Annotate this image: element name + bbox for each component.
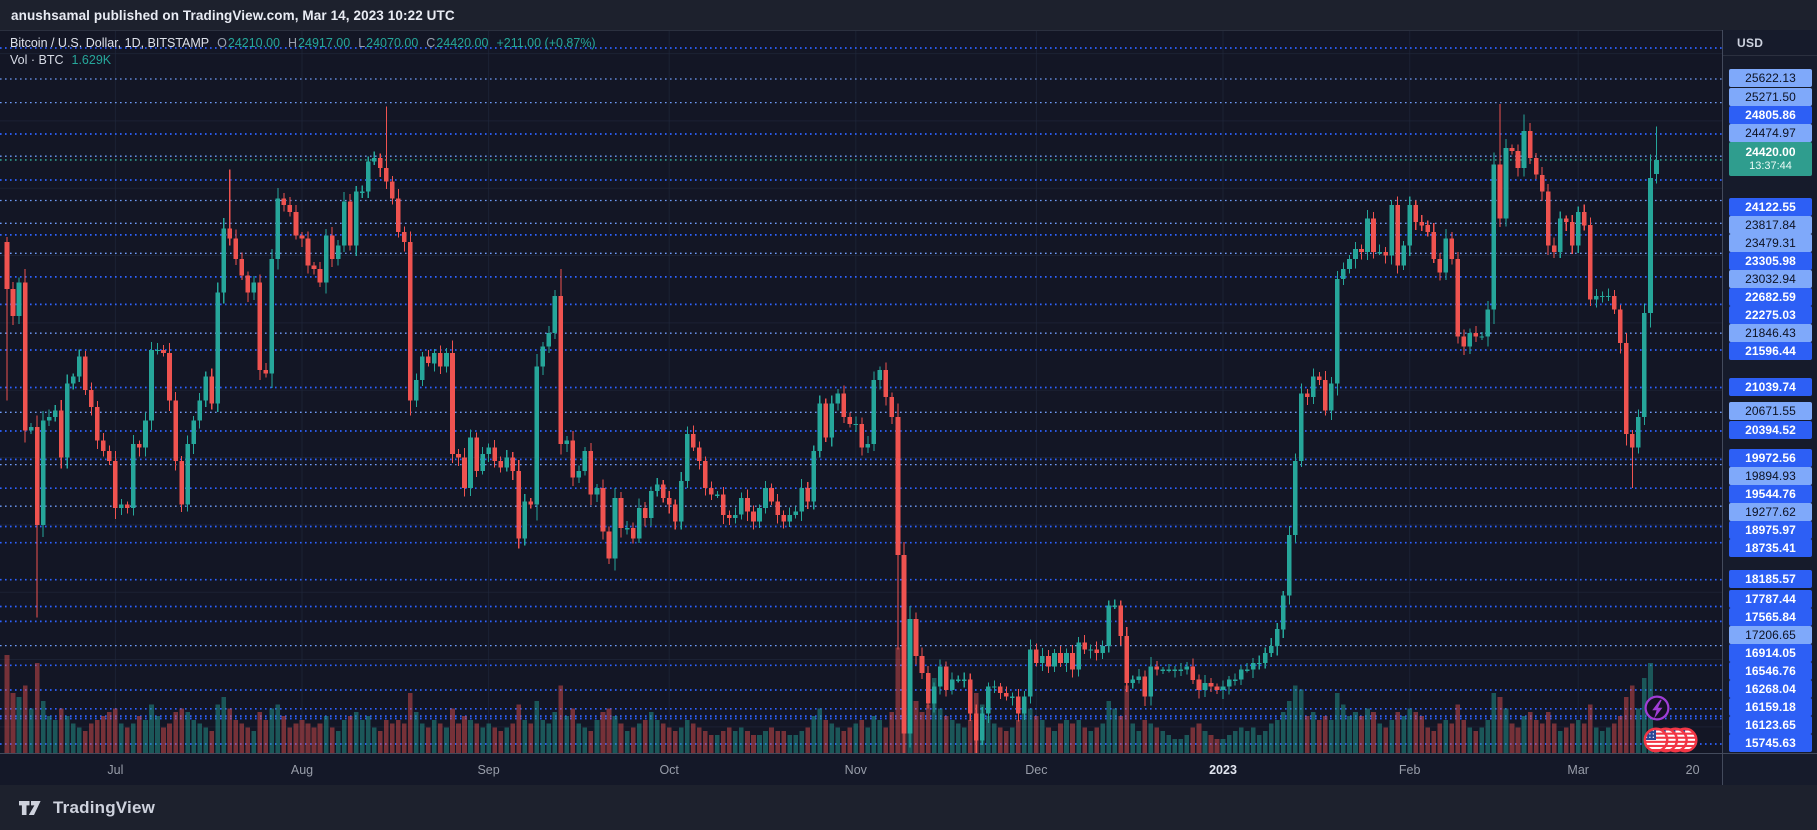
time-axis-tick: Oct <box>659 763 679 777</box>
volume-label: Vol · BTC <box>10 53 64 67</box>
legend-symbol-row: Bitcoin / U.S. Dollar, 1D, BITSTAMP O 24… <box>10 36 596 53</box>
price-axis-label: 21596.44 <box>1729 342 1812 361</box>
price-axis-label: 24805.86 <box>1729 105 1812 124</box>
price-axis-label: 18185.57 <box>1729 569 1812 588</box>
price-axis-label: 20671.55 <box>1729 402 1812 421</box>
price-axis-label: 22682.59 <box>1729 288 1812 307</box>
price-axis-label: 25622.13 <box>1729 69 1812 87</box>
volume-bars <box>4 594 1659 754</box>
price-axis-label: 19277.62 <box>1729 503 1812 522</box>
price-axis-label: 15745.63 <box>1729 734 1812 752</box>
price-axis-label: 16546.76 <box>1729 662 1812 680</box>
price-axis-label: 18975.97 <box>1729 521 1812 540</box>
price-axis-label: 23817.84 <box>1729 216 1812 235</box>
time-axis-tick: Dec <box>1025 763 1048 777</box>
time-axis-tick: Aug <box>290 763 314 777</box>
price-axis-label: 16914.05 <box>1729 644 1812 662</box>
ohlc-close-value: 24420.00 <box>436 36 489 50</box>
price-axis-label: 22275.03 <box>1729 306 1812 325</box>
time-axis-tick: 20 <box>1685 763 1700 777</box>
time-axis-tick: Mar <box>1567 763 1589 777</box>
change-value: +211.00 (+0.87%) <box>496 36 596 50</box>
legend-volume-row: Vol · BTC 1.629K <box>10 53 596 70</box>
us-flag-stack-icon[interactable] <box>1643 727 1698 753</box>
price-axis-label: 16159.18 <box>1729 698 1812 716</box>
ohlc-low-label: L <box>358 36 366 50</box>
publish-header-bar: anushsamal published on TradingView.com,… <box>0 0 1817 30</box>
price-axis-label: 17206.65 <box>1729 626 1812 644</box>
price-alert-lines <box>0 47 1722 745</box>
chart-pane[interactable]: Bitcoin / U.S. Dollar, 1D, BITSTAMP O 24… <box>0 30 1722 754</box>
currency-label: USD <box>1737 35 1764 50</box>
symbol-title[interactable]: Bitcoin / U.S. Dollar, 1D, BITSTAMP <box>10 36 210 50</box>
price-axis-label: 24122.55 <box>1729 198 1812 217</box>
ohlc-high-label: H <box>288 36 298 50</box>
price-axis-label: 23032.94 <box>1729 270 1812 289</box>
candlesticks <box>4 104 1659 753</box>
time-axis-tick: Nov <box>844 763 867 777</box>
volume-value: 1.629K <box>71 53 112 67</box>
publish-header-text: anushsamal published on TradingView.com,… <box>11 7 455 23</box>
time-axis-tick: Feb <box>1398 763 1421 777</box>
price-axis-label: 16123.65 <box>1729 716 1812 734</box>
bar-close-countdown: 13:37:44 <box>1749 159 1792 172</box>
current-price-value: 24420.00 <box>1745 144 1796 159</box>
price-axis-currency-box[interactable]: USD <box>1723 30 1817 56</box>
price-axis-label: 23305.98 <box>1729 252 1812 271</box>
price-axis-label: 17787.44 <box>1729 590 1812 608</box>
price-axis-labels: 25622.13 25271.50 24805.86 24474.97 24122.55… <box>1723 30 1817 753</box>
price-axis-label: 19544.76 <box>1729 485 1812 504</box>
grid-lines <box>0 31 1722 754</box>
flash-lightning-icon[interactable] <box>1644 695 1670 721</box>
footer-bar: TradingView <box>0 785 1817 830</box>
price-axis-label: 25271.50 <box>1729 87 1812 106</box>
ohlc-open-value: 24210.00 <box>227 36 281 50</box>
ohlc-high-value: 24917.00 <box>298 36 351 50</box>
price-axis-label: 20394.52 <box>1729 421 1812 439</box>
price-axis-label: 21846.43 <box>1729 324 1812 343</box>
price-axis-label: 16268.04 <box>1729 680 1812 698</box>
tradingview-brand-text[interactable]: TradingView <box>53 797 156 817</box>
price-axis-label: 23479.31 <box>1729 234 1812 253</box>
ohlc-open-label: O <box>217 36 227 50</box>
ohlc-low-value: 24070.00 <box>366 36 419 50</box>
axis-corner <box>1722 753 1817 786</box>
price-axis-label: 19972.56 <box>1729 449 1812 468</box>
time-axis-tick: Jul <box>107 763 124 777</box>
time-axis[interactable]: Jul Aug Sep Oct Nov Dec 2023 Feb Mar 20 <box>0 753 1722 786</box>
price-axis-label: 17565.84 <box>1729 608 1812 626</box>
current-price-label: 24420.00 13:37:44 <box>1729 141 1812 176</box>
price-axis-label: 18735.41 <box>1729 539 1812 558</box>
price-axis-label: 21039.74 <box>1729 377 1812 396</box>
time-axis-tick: Sep <box>477 763 500 777</box>
chart-canvas[interactable] <box>0 31 1722 754</box>
price-axis-label: 19894.93 <box>1729 467 1812 486</box>
price-axis[interactable]: 25622.13 25271.50 24805.86 24474.97 24122.55… <box>1722 30 1817 753</box>
price-axis-label: 24474.97 <box>1729 123 1812 142</box>
tradingview-logo-icon[interactable] <box>19 800 44 816</box>
time-axis-tick: 2023 <box>1209 763 1237 777</box>
chart-legend: Bitcoin / U.S. Dollar, 1D, BITSTAMP O 24… <box>10 36 596 70</box>
ohlc-close-label: C <box>426 36 436 50</box>
